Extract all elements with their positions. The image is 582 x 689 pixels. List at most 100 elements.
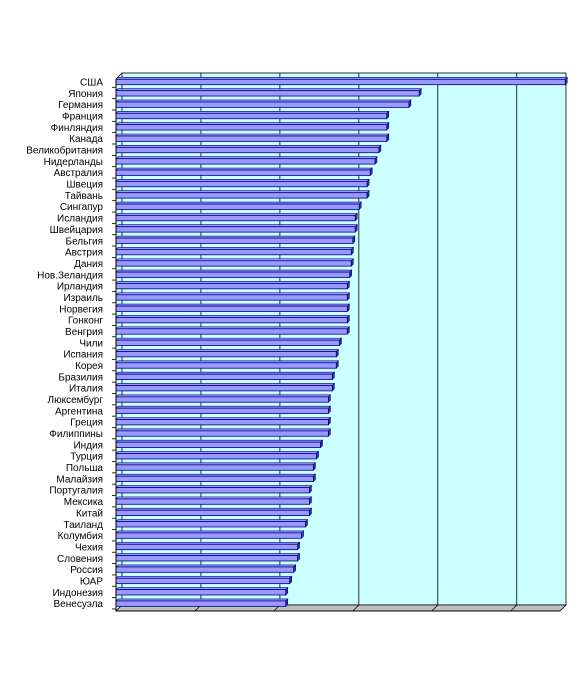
category-label: Венесуэла [54,599,104,610]
bar [115,464,314,471]
category-label: Филиппины [49,429,103,440]
category-label: Канада [69,134,103,145]
category-axis-depth [115,72,123,80]
gridline-floor [510,604,518,612]
bar [115,498,310,505]
bar [115,135,388,142]
category-label: Бельгия [66,236,104,247]
category-label: Корея [75,361,103,372]
bar [115,396,329,403]
category-label: Нидерланды [44,157,103,168]
category-label: Россия [70,565,103,576]
category-label: Индонезия [52,588,103,599]
bar [115,589,287,596]
category-label: Япония [68,89,103,100]
bar [115,180,368,188]
bar [115,214,356,222]
bar [115,146,380,154]
bar [115,487,310,494]
category-label: Австралия [54,168,103,179]
category-label: Дания [74,259,103,270]
category-label: Малайзия [56,474,103,485]
bar [115,577,291,585]
category-label: Чили [79,338,103,349]
category-label: Чехия [75,542,103,553]
bar [115,78,566,86]
bar [115,271,351,278]
bar [115,90,420,97]
category-label: Словения [57,554,103,565]
bar [115,521,306,528]
bar [115,169,371,176]
bar [115,509,310,517]
category-label: Германия [58,100,103,111]
bar [115,328,348,335]
bar [115,475,314,483]
category-label: Швейцария [50,225,103,236]
gridline-floor [431,604,439,612]
category-label: Таиланд [63,520,103,531]
bar [115,385,333,392]
bar [115,101,410,108]
bar [115,339,340,346]
bar [115,283,348,290]
bar [115,203,360,210]
category-label: Израиль [63,293,103,304]
bar [115,362,337,369]
bar [115,600,287,607]
bar [115,294,348,301]
category-labels: СШАЯпонияГерманияФранцияФинляндияКанадаВ… [26,78,103,611]
category-label: Великобритания [26,145,103,157]
bar [115,351,337,358]
category-label: Турция [70,452,103,463]
bar [115,112,388,120]
category-label: Китай [76,508,103,519]
category-label: Мексика [64,497,104,508]
category-label: ЮАР [80,576,103,587]
bar [115,566,295,573]
bar [115,124,388,131]
bar [115,543,298,551]
category-label: Греция [70,418,103,429]
category-label: Финляндия [51,123,103,134]
category-label: Норвегия [59,304,103,315]
category-axis [112,72,560,612]
bar [115,532,302,539]
category-label: Гонконг [68,316,103,327]
bar [115,441,321,448]
bar [115,248,352,256]
bar [115,407,329,414]
bar [115,237,354,244]
category-label: Сингапур [60,202,104,213]
category-label: Бразилия [58,372,103,383]
bar [115,555,298,562]
category-label: США [80,78,103,89]
category-label: Индия [73,440,103,451]
bar [115,430,329,437]
category-label: Аргентина [55,406,103,417]
bar [115,158,376,165]
category-label: Польша [66,463,104,474]
bar [115,260,352,267]
bar [115,192,368,199]
category-label: Нов.Зеландия [37,270,103,281]
bar [115,419,329,426]
bars [115,76,568,608]
bar [115,226,356,233]
category-label: Швеция [66,180,103,191]
category-label: Люксембург [48,394,104,406]
gridline-floor [352,604,360,612]
bar [115,305,348,312]
category-label: Венгрия [65,327,103,338]
category-label: Австрия [65,248,103,259]
bar [115,373,333,380]
category-label: Ирландия [57,282,103,293]
bar [115,453,317,460]
category-label: Колумбия [58,530,103,542]
category-label: Испания [63,350,103,361]
bar [115,317,348,324]
category-label: Тайвань [65,191,103,202]
category-label: Франция [62,112,103,123]
category-label: Италия [69,384,103,395]
